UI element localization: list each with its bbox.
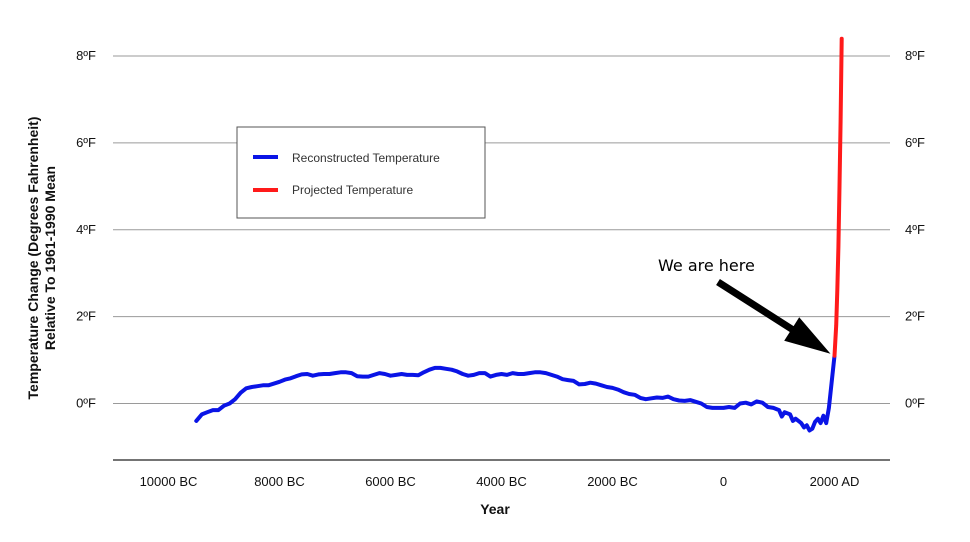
- y-tick-label-right: 4ºF: [905, 222, 925, 237]
- series-line-projected-temperature: [832, 36, 844, 358]
- x-tick-label: 2000 AD: [810, 474, 860, 489]
- y-tick-label-right: 8ºF: [905, 48, 925, 63]
- legend-label-reconstructed: Reconstructed Temperature: [292, 151, 440, 165]
- legend-label-projected: Projected Temperature: [292, 183, 414, 197]
- y-tick-label-right: 0ºF: [905, 396, 925, 411]
- y-axis-title-line2: Relative To 1961-1990 Mean: [42, 166, 58, 350]
- annotation-text: We are here: [658, 256, 755, 275]
- series-line-reconstructed-temperature: [194, 353, 837, 433]
- x-axis-title: Year: [480, 501, 510, 517]
- y-axis-title: Temperature Change (Degrees Fahrenheit) …: [25, 117, 58, 400]
- gridlines: [113, 55, 890, 405]
- arrow-shape: [716, 279, 831, 354]
- x-tick-label: 10000 BC: [140, 474, 198, 489]
- x-tick-label: 4000 BC: [476, 474, 527, 489]
- y-axis-title-line1: Temperature Change (Degrees Fahrenheit): [25, 117, 41, 400]
- x-tick-label: 6000 BC: [365, 474, 416, 489]
- y-tick-label-right: 2ºF: [905, 309, 925, 324]
- y-tick-label-left: 0ºF: [76, 396, 96, 411]
- y-tick-label-left: 6ºF: [76, 135, 96, 150]
- legend-box: [236, 126, 486, 219]
- y-tick-label-left: 2ºF: [76, 309, 96, 324]
- x-tick-labels: 10000 BC 8000 BC 6000 BC 4000 BC 2000 BC 0 200…: [140, 474, 860, 489]
- y-tick-label-right: 6ºF: [905, 135, 925, 150]
- y-tick-label-left: 4ºF: [76, 222, 96, 237]
- y-tick-label-left: 8ºF: [76, 48, 96, 63]
- series-lines: [194, 36, 844, 433]
- x-tick-label: 8000 BC: [254, 474, 305, 489]
- y-tick-labels-right: 0ºF 2ºF 4ºF 6ºF 8ºF: [905, 48, 925, 410]
- legend: Reconstructed Temperature Projected Temp…: [236, 126, 486, 219]
- y-tick-labels-left: 0ºF 2ºF 4ºF 6ºF 8ºF: [76, 48, 96, 410]
- x-tick-label: 2000 BC: [587, 474, 638, 489]
- x-tick-label: 0: [720, 474, 727, 489]
- annotation-arrow: [716, 279, 831, 354]
- annotation: We are here: [658, 256, 831, 354]
